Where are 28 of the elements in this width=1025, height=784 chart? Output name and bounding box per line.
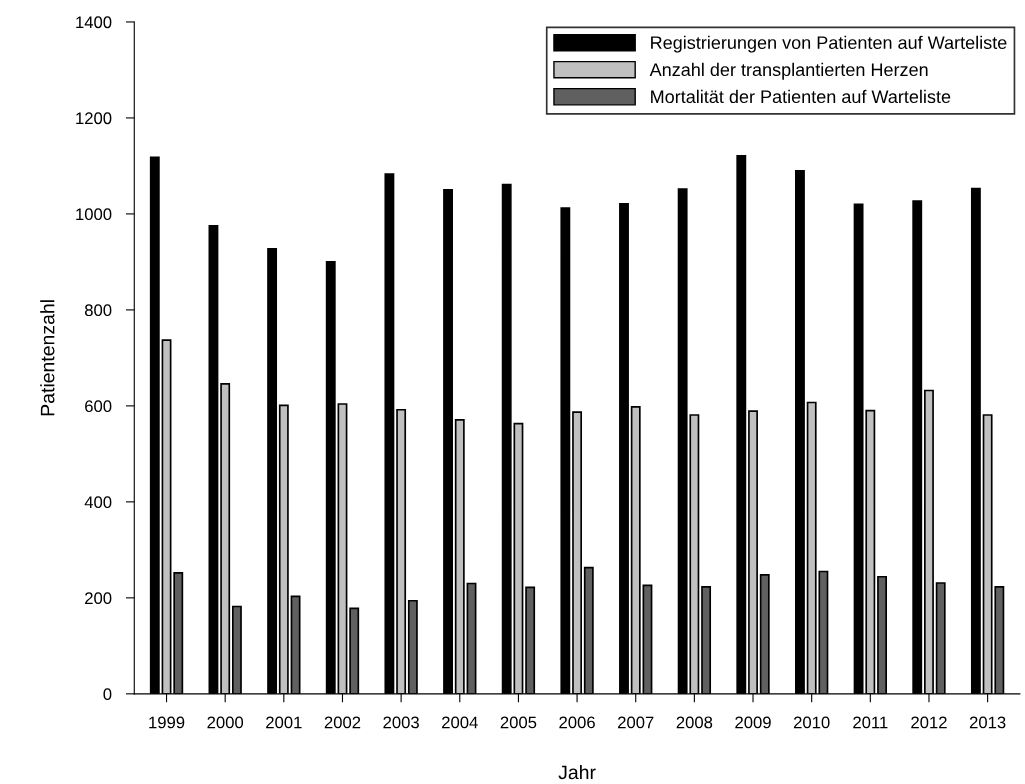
x-tick-label: 2008 [676,716,713,729]
x-tick-label: 2013 [969,716,1006,729]
y-tick-label: 1000 [76,208,112,221]
y-tick-label: 0 [103,688,112,701]
legend-label: Anzahl der transplantierten Herzen [649,62,928,80]
x-tick-label: 2012 [911,716,947,729]
y-axis-title: Patientenzahl [40,300,55,416]
x-tick-label: 1999 [149,716,185,729]
x-tick-label: 2003 [383,716,419,729]
x-tick-label: 2009 [735,716,771,729]
y-tick-label: 600 [85,400,112,413]
y-tick-label: 1200 [76,112,112,125]
x-tick-label: 2001 [266,716,302,729]
y-tick-label: 800 [84,304,112,317]
x-tick-label: 2005 [500,716,537,729]
y-tick-label: 1400 [76,16,112,29]
legend-label: Mortalität der Patienten auf Warteliste [651,89,951,104]
x-tick-label: 2011 [853,716,888,729]
x-tick-label: 2002 [324,716,361,729]
legend-label: Registrierungen von Patienten auf Warteliste [651,35,1007,53]
y-tick-label: 400 [84,496,112,509]
x-axis-title: Jahr [558,764,596,780]
x-tick-label: 2006 [559,716,595,729]
x-tick-label: 2000 [207,716,244,729]
y-tick-label: 200 [85,592,112,605]
x-tick-label: 2007 [618,716,654,729]
x-tick-label: 2010 [793,716,830,729]
x-tick-label: 2004 [442,716,478,729]
